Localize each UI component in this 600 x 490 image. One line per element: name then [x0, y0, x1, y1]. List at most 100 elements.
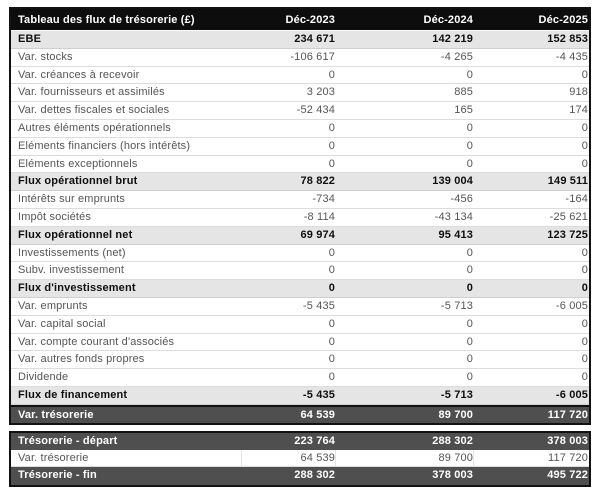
row-label: Var. emprunts	[18, 299, 88, 312]
table-row: Var. trésorerie 64 539 89 700 117 720	[11, 404, 589, 423]
row-value-dec-2024: 165	[454, 104, 473, 117]
row-value-dec-2025: 0	[581, 121, 588, 134]
row-value-dec-2024: -5 713	[440, 388, 473, 401]
table-row: Trésorerie - fin 288 302 378 003 495 722	[11, 467, 589, 485]
row-value-dec-2023: -106 617	[290, 50, 335, 63]
column-header-dec-2023: Déc-2023	[285, 14, 335, 26]
row-value-dec-2024: 0	[466, 317, 473, 330]
row-label: Flux opérationnel brut	[18, 175, 138, 188]
table-header-row: Tableau des flux de trésorerie (£) Déc-2…	[11, 9, 589, 31]
row-value-dec-2024: 0	[466, 246, 473, 259]
row-label: Trésorerie - fin	[18, 469, 97, 482]
cashflow-statement: Tableau des flux de trésorerie (£) Déc-2…	[9, 7, 591, 487]
row-label: Var. trésorerie	[18, 408, 94, 421]
table-row: Var. emprunts -5 435 -5 713 -6 005	[11, 297, 589, 316]
table-row: Investissements (net) 0 0 0	[11, 244, 589, 263]
row-value-dec-2025: -6 005	[555, 299, 588, 312]
cashflow-main-table: Tableau des flux de trésorerie (£) Déc-2…	[9, 7, 591, 425]
row-value-dec-2024: -5 713	[440, 299, 473, 312]
table-row: Intérêts sur emprunts -734 -456 -164	[11, 191, 589, 209]
table-row: Flux opérationnel net 69 974 95 413 123 …	[11, 226, 589, 245]
row-value-dec-2024: 142 219	[432, 33, 473, 45]
row-value-dec-2023: 0	[328, 157, 335, 170]
row-value-dec-2025: 123 725	[547, 228, 588, 241]
row-value-dec-2024: 378 003	[432, 469, 473, 482]
treasury-summary-table: Trésorerie - départ 223 764 288 302 378 …	[9, 430, 591, 487]
row-value-dec-2023: 0	[328, 335, 335, 348]
row-value-dec-2023: 234 671	[294, 33, 335, 45]
row-label: Eléments financiers (hors intérêts)	[18, 139, 191, 152]
row-value-dec-2025: 0	[581, 353, 588, 366]
row-label: Intérêts sur emprunts	[18, 193, 126, 206]
row-label: Trésorerie - départ	[18, 434, 118, 447]
row-value-dec-2025: 117 720	[547, 408, 588, 421]
table-row: Impôt sociétés -8 114 -43 134 -25 621	[11, 208, 589, 227]
row-label: Var. capital social	[18, 317, 106, 330]
table-body: EBE 234 671 142 219 152 853 Var. stocks …	[11, 31, 589, 423]
row-value-dec-2023: 0	[328, 282, 335, 295]
row-value-dec-2025: -6 005	[555, 388, 588, 401]
row-value-dec-2025: 174	[569, 104, 588, 117]
table-row: Var. trésorerie 64 539 89 700 117 720	[11, 449, 589, 468]
row-value-dec-2024: 139 004	[432, 175, 473, 188]
table-row: Flux d'investissement 0 0 0	[11, 280, 589, 298]
row-value-dec-2025: -164	[565, 193, 588, 206]
row-value-dec-2025: 0	[581, 264, 588, 277]
row-value-dec-2025: 918	[569, 86, 588, 99]
table-row: Eléments exceptionnels 0 0 0	[11, 155, 589, 174]
table-row: Trésorerie - départ 223 764 288 302 378 …	[11, 432, 589, 450]
row-label: Var. dettes fiscales et sociales	[18, 104, 170, 117]
row-value-dec-2023: -734	[312, 193, 335, 206]
row-value-dec-2025: -4 435	[555, 50, 588, 63]
row-value-dec-2023: 0	[328, 246, 335, 259]
table-row: Var. créances à recevoir 0 0 0	[11, 66, 589, 85]
row-value-dec-2023: -5 435	[302, 299, 335, 312]
table-row: Flux de financement -5 435 -5 713 -6 005	[11, 386, 589, 405]
row-value-dec-2023: 223 764	[294, 434, 335, 447]
table-row: Var. dettes fiscales et sociales -52 434…	[11, 102, 589, 120]
row-value-dec-2024: 0	[466, 264, 473, 277]
row-value-dec-2023: 69 974	[300, 228, 335, 241]
row-value-dec-2024: 0	[466, 371, 473, 384]
table-row: Var. fournisseurs et assimilés 3 203 885…	[11, 84, 589, 103]
row-label: Impôt sociétés	[18, 210, 92, 223]
row-value-dec-2023: 0	[328, 68, 335, 81]
summary-body: Trésorerie - départ 223 764 288 302 378 …	[11, 432, 589, 485]
row-value-dec-2023: 3 203	[306, 86, 335, 99]
row-label: Flux de financement	[18, 388, 128, 401]
table-title: Tableau des flux de trésorerie (£)	[18, 14, 195, 26]
row-value-dec-2025: 0	[581, 246, 588, 259]
row-label: Var. autres fonds propres	[18, 353, 145, 366]
row-value-dec-2023: -8 114	[303, 210, 335, 223]
row-label: Flux d'investissement	[18, 282, 136, 295]
row-value-dec-2024: 0	[466, 335, 473, 348]
column-header-dec-2025: Déc-2025	[538, 14, 588, 26]
table-row: Flux opérationnel brut 78 822 139 004 14…	[11, 173, 589, 192]
row-value-dec-2025: 0	[581, 317, 588, 330]
table-row: Var. compte courant d'associés 0 0 0	[11, 333, 589, 352]
row-value-dec-2023: 64 539	[241, 449, 335, 467]
row-value-dec-2024: -456	[450, 193, 473, 206]
row-value-dec-2025: 117 720	[473, 449, 593, 467]
table-row: Var. autres fonds propres 0 0 0	[11, 351, 589, 370]
row-label: Var. stocks	[18, 50, 73, 63]
row-value-dec-2023: 0	[328, 317, 335, 330]
row-value-dec-2024: 95 413	[438, 228, 473, 241]
row-value-dec-2024: 0	[466, 121, 473, 134]
row-label: EBE	[18, 33, 42, 45]
row-value-dec-2025: -25 621	[549, 210, 588, 223]
table-row: Subv. investissement 0 0 0	[11, 262, 589, 281]
table-row: EBE 234 671 142 219 152 853	[11, 31, 589, 49]
table-row: Var. stocks -106 617 -4 265 -4 435	[11, 48, 589, 67]
row-value-dec-2024: 288 302	[432, 434, 473, 447]
row-value-dec-2023: 78 822	[300, 175, 335, 188]
row-value-dec-2024: 885	[454, 86, 473, 99]
row-value-dec-2025: 0	[581, 335, 588, 348]
table-row: Var. capital social 0 0 0	[11, 315, 589, 334]
row-label: Dividende	[18, 371, 69, 384]
row-value-dec-2024: 89 700	[335, 449, 473, 467]
row-label: Autres éléments opérationnels	[18, 121, 171, 134]
row-value-dec-2024: 89 700	[438, 408, 473, 421]
row-label: Var. compte courant d'associés	[18, 335, 175, 348]
row-value-dec-2025: 0	[581, 157, 588, 170]
